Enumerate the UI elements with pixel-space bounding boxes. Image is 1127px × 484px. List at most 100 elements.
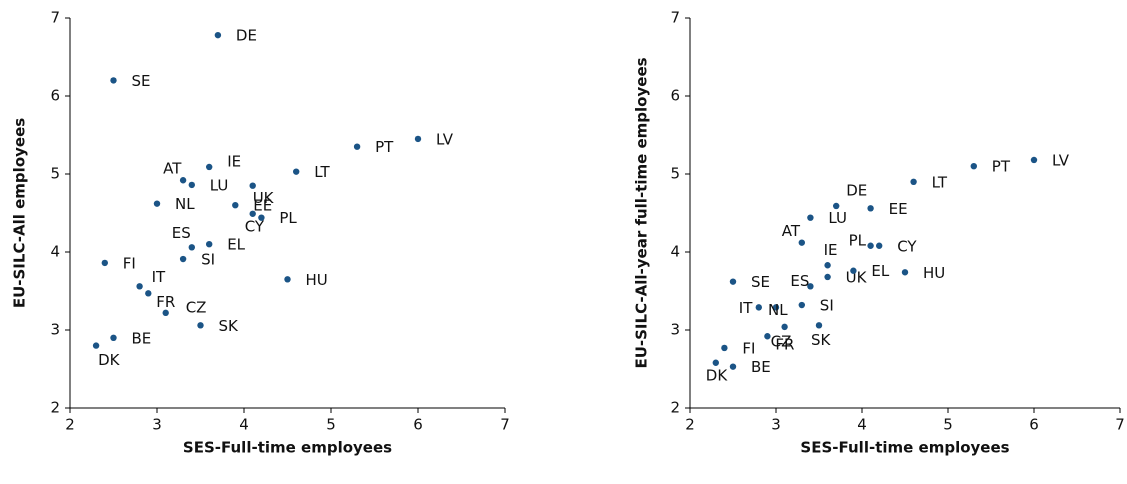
- point: [188, 181, 195, 189]
- point-label: HU: [306, 271, 328, 289]
- x-tick-label: 4: [857, 416, 867, 434]
- y-axis-title: EU-SILC-All employees: [11, 118, 29, 308]
- point-label: EL: [871, 262, 889, 280]
- x-tick-label: 7: [500, 416, 510, 434]
- point: [353, 143, 361, 150]
- point: [145, 290, 152, 297]
- point: [901, 269, 909, 276]
- point-label: PL: [279, 209, 297, 227]
- x-tick-label: 2: [685, 416, 695, 434]
- point: [772, 304, 780, 311]
- point-label: DE: [846, 181, 867, 199]
- point: [781, 323, 788, 331]
- point-label: UK: [846, 268, 868, 286]
- y-tick-label: 3: [670, 321, 680, 339]
- point: [293, 168, 300, 175]
- point: [970, 163, 977, 170]
- point-label: LU: [828, 209, 847, 227]
- point-label: DK: [98, 351, 121, 369]
- point: [179, 255, 187, 263]
- y-axis-title: EU-SILC-All-year full-time employees: [633, 57, 651, 368]
- point: [867, 242, 874, 249]
- point-label: LV: [436, 130, 454, 148]
- point: [249, 182, 256, 189]
- point-label: SE: [132, 72, 151, 90]
- point: [807, 214, 814, 221]
- x-tick-label: 3: [771, 416, 781, 434]
- x-tick-label: 6: [1029, 416, 1039, 434]
- point-label: CY: [245, 217, 265, 235]
- point-label: FI: [123, 254, 136, 272]
- point: [179, 177, 187, 184]
- y-tick-label: 2: [50, 399, 60, 417]
- point-label: DE: [236, 27, 257, 45]
- point: [764, 333, 771, 340]
- point-label: SK: [219, 317, 240, 335]
- point: [798, 239, 805, 246]
- point-label: LT: [314, 163, 330, 181]
- y-tick-label: 4: [670, 243, 680, 261]
- point-label: SK: [811, 331, 832, 349]
- point: [206, 241, 213, 248]
- point-label: PL: [849, 231, 867, 249]
- point-label: FR: [775, 336, 794, 354]
- point: [214, 31, 222, 39]
- point: [824, 262, 831, 269]
- point-label: EE: [253, 197, 272, 215]
- point: [110, 334, 117, 341]
- point: [815, 322, 823, 329]
- y-tick-label: 7: [670, 9, 680, 27]
- x-axis-title: SES-Full-time employees: [183, 439, 392, 457]
- point: [824, 273, 831, 281]
- point-label: DK: [706, 366, 729, 384]
- point-label: SE: [751, 273, 770, 291]
- x-tick-label: 7: [1115, 416, 1125, 434]
- point-label: IT: [152, 268, 166, 286]
- point: [284, 276, 291, 283]
- point-label: IE: [824, 241, 838, 259]
- point-label: PT: [375, 138, 394, 156]
- point: [92, 342, 100, 349]
- point: [833, 202, 840, 210]
- point: [867, 205, 874, 212]
- y-tick-label: 3: [50, 321, 60, 339]
- y-tick-label: 5: [670, 165, 680, 183]
- y-tick-label: 6: [50, 87, 60, 105]
- point: [206, 163, 213, 171]
- point: [162, 309, 169, 317]
- x-tick-label: 6: [413, 416, 423, 434]
- x-tick-label: 5: [326, 416, 336, 434]
- point-label: EE: [889, 200, 908, 218]
- point: [197, 322, 204, 329]
- point: [876, 242, 883, 249]
- point-label: CZ: [771, 332, 792, 350]
- point-label: LV: [1052, 151, 1070, 169]
- x-axis-title: SES-Full-time employees: [800, 439, 1009, 457]
- point: [729, 278, 737, 285]
- point-label: IT: [739, 299, 753, 317]
- point-label: CY: [897, 237, 917, 255]
- point-label: EL: [227, 236, 245, 254]
- point: [414, 135, 422, 143]
- point-label: NL: [768, 301, 788, 319]
- point: [136, 283, 143, 290]
- point-label: BE: [132, 329, 152, 347]
- x-tick-label: 2: [65, 416, 75, 434]
- point: [807, 283, 814, 290]
- point-label: PT: [992, 158, 1011, 176]
- point-label: CZ: [186, 298, 207, 316]
- point: [712, 359, 719, 366]
- point-label: FI: [742, 339, 755, 357]
- point: [249, 210, 256, 217]
- point-label: NL: [175, 195, 195, 213]
- point: [1030, 156, 1038, 164]
- point-label: LU: [210, 176, 229, 194]
- point: [850, 267, 857, 274]
- point-label: FR: [156, 293, 175, 311]
- y-tick-label: 7: [50, 9, 60, 27]
- y-tick-label: 2: [670, 399, 680, 417]
- point-label: ES: [172, 224, 191, 242]
- point: [798, 301, 805, 309]
- point-label: AT: [163, 160, 182, 178]
